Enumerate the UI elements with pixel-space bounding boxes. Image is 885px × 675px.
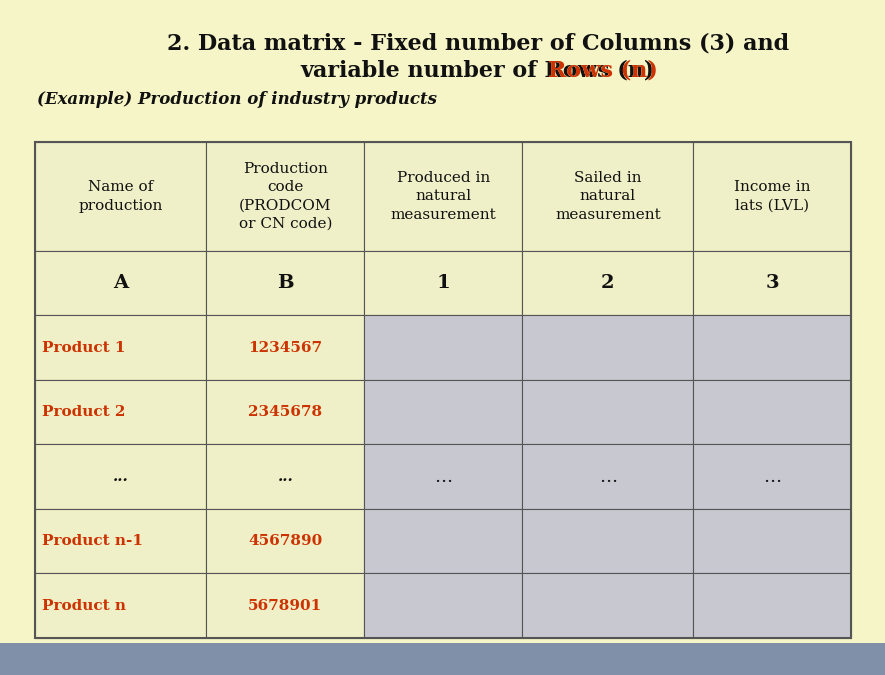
Bar [206,251,365,315]
Text: …: … [763,468,781,485]
Text: Name of
production: Name of production [79,180,163,213]
Text: B: B [277,274,294,292]
Bar [693,251,851,315]
Text: …: … [435,468,452,485]
Bar [206,509,365,573]
Bar [35,509,206,573]
Bar [693,380,851,444]
Bar [35,573,206,638]
Bar [206,315,365,380]
Text: Product n: Product n [42,599,127,613]
Bar [522,509,693,573]
Text: Sailed in
natural
measurement: Sailed in natural measurement [555,171,661,221]
Text: ...: ... [277,470,293,483]
Text: 5678901: 5678901 [248,599,322,613]
Text: Produced in
natural
measurement: Produced in natural measurement [390,171,496,221]
Bar [365,251,522,315]
Text: 2: 2 [601,274,614,292]
Bar [35,444,206,509]
Bar [693,142,851,251]
Bar [35,251,206,315]
Bar [693,315,851,380]
Bar [522,251,693,315]
Bar [35,380,206,444]
Bar [693,509,851,573]
Text: …: … [599,468,617,485]
Text: Production
code
(PRODCOM
or CN code): Production code (PRODCOM or CN code) [239,162,332,231]
Bar [693,573,851,638]
Bar [522,444,693,509]
Text: 3: 3 [766,274,779,292]
Text: 4567890: 4567890 [248,534,322,548]
Bar [35,142,206,251]
Bar [365,315,522,380]
Text: Income in
lats (LVL): Income in lats (LVL) [734,180,811,213]
Text: Rows (n): Rows (n) [548,60,658,82]
Text: Product 2: Product 2 [42,405,126,419]
Bar [522,315,693,380]
Text: A: A [113,274,128,292]
Text: Product 1: Product 1 [42,341,126,354]
Bar [206,142,365,251]
Text: 1: 1 [436,274,450,292]
Bar [365,509,522,573]
Bar [206,444,365,509]
Bar [35,142,851,638]
Text: 2345678: 2345678 [249,405,322,419]
Text: 1234567: 1234567 [249,341,322,354]
Bar [206,380,365,444]
Bar [365,142,522,251]
Bar [35,315,206,380]
Text: (Example) Production of industry products: (Example) Production of industry product… [37,91,437,109]
Text: Rows (n): Rows (n) [548,60,658,82]
Bar [206,573,365,638]
Bar [0,643,885,675]
Bar [693,444,851,509]
Bar [365,380,522,444]
Bar [522,573,693,638]
Text: 2. Data matrix - Fixed number of Columns (3) and: 2. Data matrix - Fixed number of Columns… [167,33,789,55]
Bar [365,573,522,638]
Bar [365,444,522,509]
Text: Product n-1: Product n-1 [42,534,143,548]
Text: ...: ... [113,470,128,483]
Text: variable number of Rows (n): variable number of Rows (n) [301,60,655,82]
Bar [522,142,693,251]
Bar [522,380,693,444]
